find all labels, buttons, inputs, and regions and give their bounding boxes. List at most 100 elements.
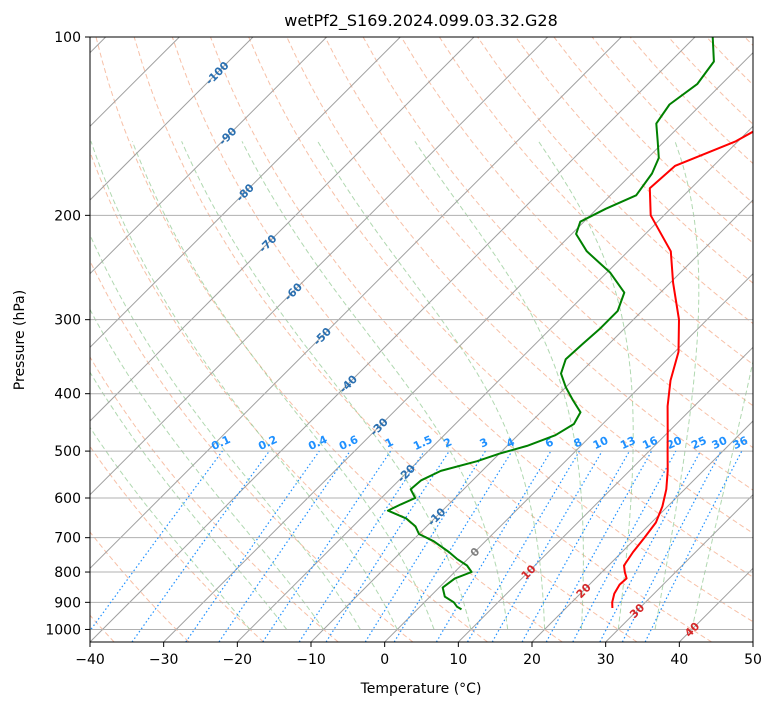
dry-adiabat (744, 37, 753, 47)
isotherm-line (90, 37, 328, 275)
dry-adiabat (171, 37, 712, 642)
dewpoint-profile (386, 37, 715, 611)
mixing-ratio-label: 0.6 (337, 433, 360, 453)
moist-adiabat (90, 371, 288, 630)
mixing-ratio-label: 3 (478, 435, 490, 450)
mixing-ratio-line (599, 450, 702, 642)
isotherm-line (531, 420, 753, 642)
background-lines (90, 37, 753, 642)
mixing-ratio-label: 16 (640, 434, 660, 452)
y-tick-label: 400 (54, 387, 81, 403)
mixing-ratio-label: 1 (383, 435, 395, 450)
dry-adiabat (210, 37, 753, 623)
y-tick-label: 300 (54, 313, 81, 329)
isotherm-label: 0 (468, 545, 483, 560)
isotherm-line (605, 493, 753, 642)
isotherm-line (90, 37, 622, 570)
y-tick-label: 700 (54, 531, 81, 547)
y-tick-label: 1000 (45, 622, 81, 638)
isotherm-line (752, 641, 753, 642)
dry-adiabat (90, 259, 414, 642)
x-tick-label: 10 (449, 652, 467, 668)
dry-adiabat (668, 37, 753, 125)
mixing-ratio-line (90, 450, 223, 632)
isotherm-label: 30 (627, 601, 647, 621)
dry-adiabat (400, 37, 753, 407)
dry-adiabat (362, 37, 753, 449)
mixing-ratio-line (262, 450, 392, 642)
dry-adiabat (248, 37, 753, 578)
moist-adiabat (131, 141, 435, 630)
x-axis-label: Temperature (°C) (360, 681, 482, 697)
x-tick-label: −10 (296, 652, 326, 668)
mixing-ratio-line (131, 450, 270, 642)
mixing-ratio-label: 0.2 (256, 433, 279, 453)
moist-adiabat (181, 141, 472, 630)
y-axis-ticks: 100 200 300 400 500 600 700 800 900 1000 (45, 30, 90, 638)
moist-adiabat (538, 141, 634, 630)
isotherm-line (90, 37, 696, 642)
mixing-ratio-line (325, 450, 450, 642)
isotherm-label: -100 (203, 59, 232, 88)
mixing-ratio-labels: 0.1 0.2 0.4 0.6 1 1.5 2 3 4 6 8 10 13 16 20 25 30 36 (209, 433, 750, 453)
y-tick-label: 200 (54, 208, 81, 224)
y-tick-label: 500 (54, 444, 81, 460)
dry-adiabat (90, 356, 339, 642)
mixing-ratio-label: 30 (710, 434, 730, 452)
dry-adiabat (515, 37, 753, 284)
isotherm-line (90, 37, 254, 201)
isotherm-line (90, 37, 401, 349)
mixing-ratio-label: 10 (591, 434, 611, 452)
y-tick-label: 900 (54, 595, 81, 611)
dry-adiabat (438, 37, 753, 366)
x-tick-label: 0 (380, 652, 389, 668)
y-tick-label: 600 (54, 491, 81, 507)
moist-adiabat (691, 358, 753, 630)
isotherm-line (90, 37, 549, 496)
moist-adiabat (90, 233, 361, 630)
temperature-profile (611, 130, 753, 609)
isotherm-line (384, 272, 753, 642)
mixing-ratio-line (298, 450, 425, 642)
isotherm-line (163, 51, 753, 642)
mixing-ratio-label: 25 (689, 434, 708, 452)
isotherm-line (457, 346, 753, 642)
mixing-ratio-line (435, 450, 552, 642)
moist-adiabat (90, 308, 325, 630)
x-tick-label: −20 (223, 652, 253, 668)
x-tick-label: −40 (75, 652, 105, 668)
isotherm-line (310, 199, 753, 642)
x-tick-label: 30 (597, 652, 615, 668)
y-tick-label: 800 (54, 565, 81, 581)
mixing-ratio-label: 36 (731, 434, 751, 452)
plot-frame (89, 36, 754, 643)
mixing-ratio-line (218, 450, 351, 642)
x-axis-ticks: −40 −30 −20 −10 0 10 20 30 40 50 (75, 642, 762, 668)
moist-adiabat (654, 141, 700, 630)
isotherm-label: -20 (395, 462, 418, 485)
dry-adiabat (90, 531, 190, 642)
mixing-ratio-line (466, 450, 580, 642)
x-tick-label: −30 (149, 652, 179, 668)
chart-title: wetPf2_S169.2024.099.03.32.G28 (284, 11, 558, 31)
x-tick-label: 20 (523, 652, 541, 668)
moist-adiabat (90, 426, 251, 630)
moist-adiabat (414, 141, 584, 630)
dry-adiabat (706, 37, 753, 86)
dry-adiabat (95, 37, 563, 642)
isotherm-line (678, 567, 753, 642)
dry-adiabat (591, 37, 753, 204)
mixing-ratio-line (572, 450, 677, 642)
dry-adiabat (90, 150, 488, 642)
mixing-ratio-line (393, 450, 513, 642)
mixing-ratio-line (644, 450, 743, 642)
moist-adiabat (90, 141, 398, 630)
dry-adiabat (133, 37, 638, 642)
mixing-ratio-label: 20 (665, 434, 685, 452)
mixing-ratio-line (521, 450, 631, 642)
isotherm-line (90, 37, 475, 422)
mixing-ratio-line (185, 450, 320, 642)
dry-adiabat (90, 445, 264, 642)
isotherm-label: -50 (311, 325, 334, 348)
